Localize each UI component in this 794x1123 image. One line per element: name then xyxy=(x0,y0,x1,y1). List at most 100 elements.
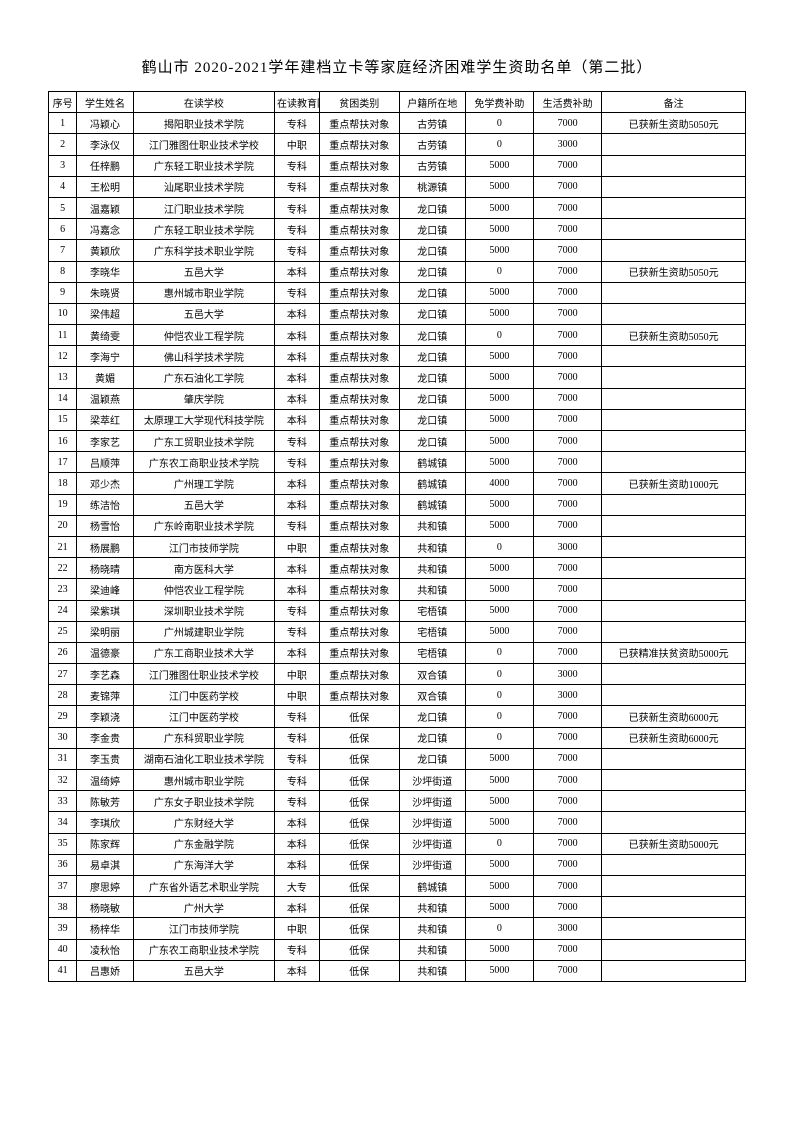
table-cell xyxy=(602,197,746,218)
table-cell: 5000 xyxy=(465,791,533,812)
table-cell: 广州大学 xyxy=(133,897,274,918)
table-cell: 1 xyxy=(49,113,77,134)
table-cell: 广东石油化工学院 xyxy=(133,367,274,388)
table-cell: 5000 xyxy=(465,558,533,579)
table-cell: 冯颖心 xyxy=(77,113,134,134)
table-cell xyxy=(602,685,746,706)
table-row: 4王松明汕尾职业技术学院专科重点帮扶对象桃源镇50007000 xyxy=(49,176,746,197)
table-cell: 34 xyxy=(49,812,77,833)
table-cell: 低保 xyxy=(319,875,399,896)
table-cell: 梁迪峰 xyxy=(77,579,134,600)
table-cell: 杨晓敏 xyxy=(77,897,134,918)
table-cell: 江门雅图仕职业技术学校 xyxy=(133,664,274,685)
table-cell: 本科 xyxy=(275,960,320,981)
table-cell: 本科 xyxy=(275,346,320,367)
table-cell: 李琪欣 xyxy=(77,812,134,833)
table-row: 35陈家辉广东金融学院本科低保沙坪街道07000已获新生资助5000元 xyxy=(49,833,746,854)
table-row: 24梁紫琪深圳职业技术学院专科重点帮扶对象宅梧镇50007000 xyxy=(49,600,746,621)
table-cell xyxy=(602,748,746,769)
table-cell: 已获新生资助5050元 xyxy=(602,261,746,282)
table-cell: 专科 xyxy=(275,748,320,769)
table-cell: 广东科贸职业学院 xyxy=(133,727,274,748)
table-cell: 7000 xyxy=(534,494,602,515)
table-row: 12李海宁佛山科学技术学院本科重点帮扶对象龙口镇50007000 xyxy=(49,346,746,367)
table-cell: 20 xyxy=(49,515,77,536)
table-cell: 低保 xyxy=(319,960,399,981)
table-cell: 5000 xyxy=(465,219,533,240)
table-cell: 7000 xyxy=(534,346,602,367)
table-row: 19练洁怡五邑大学本科重点帮扶对象鹤城镇50007000 xyxy=(49,494,746,515)
table-cell: 24 xyxy=(49,600,77,621)
table-cell: 双合镇 xyxy=(399,685,465,706)
table-cell: 0 xyxy=(465,706,533,727)
table-cell xyxy=(602,536,746,557)
table-cell: 5000 xyxy=(465,346,533,367)
table-cell: 重点帮扶对象 xyxy=(319,515,399,536)
table-cell: 黄绮雯 xyxy=(77,325,134,346)
table-cell: 本科 xyxy=(275,558,320,579)
table-cell: 0 xyxy=(465,261,533,282)
table-cell: 本科 xyxy=(275,261,320,282)
table-row: 39杨梓华江门市技师学院中职低保共和镇03000 xyxy=(49,918,746,939)
table-cell: 重点帮扶对象 xyxy=(319,579,399,600)
table-cell xyxy=(602,282,746,303)
table-cell: 重点帮扶对象 xyxy=(319,664,399,685)
table-cell: 惠州城市职业学院 xyxy=(133,770,274,791)
table-row: 31李玉贵湖南石油化工职业技术学院专科低保龙口镇50007000 xyxy=(49,748,746,769)
table-cell: 7000 xyxy=(534,452,602,473)
table-cell xyxy=(602,897,746,918)
table-cell: 低保 xyxy=(319,854,399,875)
table-cell: 麦锦萍 xyxy=(77,685,134,706)
table-row: 28麦锦萍江门中医药学校中职重点帮扶对象双合镇03000 xyxy=(49,685,746,706)
table-cell xyxy=(602,155,746,176)
table-cell: 低保 xyxy=(319,812,399,833)
table-cell: 38 xyxy=(49,897,77,918)
table-cell: 专科 xyxy=(275,282,320,303)
table-cell: 32 xyxy=(49,770,77,791)
table-cell: 4 xyxy=(49,176,77,197)
table-cell xyxy=(602,367,746,388)
table-cell: 杨晓晴 xyxy=(77,558,134,579)
table-cell: 5000 xyxy=(465,770,533,791)
table-cell: 黄颖欣 xyxy=(77,240,134,261)
table-cell: 惠州城市职业学院 xyxy=(133,282,274,303)
table-cell: 27 xyxy=(49,664,77,685)
table-cell: 温德豪 xyxy=(77,642,134,663)
table-cell: 5000 xyxy=(465,155,533,176)
table-cell: 31 xyxy=(49,748,77,769)
table-cell: 0 xyxy=(465,664,533,685)
table-cell: 五邑大学 xyxy=(133,494,274,515)
table-cell: 广东财经大学 xyxy=(133,812,274,833)
table-cell: 0 xyxy=(465,685,533,706)
table-row: 13黄媚广东石油化工学院本科重点帮扶对象龙口镇50007000 xyxy=(49,367,746,388)
table-cell: 本科 xyxy=(275,494,320,515)
table-cell: 低保 xyxy=(319,897,399,918)
table-cell: 7000 xyxy=(534,388,602,409)
table-cell: 3000 xyxy=(534,685,602,706)
table-cell: 7 xyxy=(49,240,77,261)
table-cell: 中职 xyxy=(275,134,320,155)
table-cell: 李玉贵 xyxy=(77,748,134,769)
table-row: 41吕惠娇五邑大学本科低保共和镇50007000 xyxy=(49,960,746,981)
table-cell: 陈敏芳 xyxy=(77,791,134,812)
table-cell: 0 xyxy=(465,727,533,748)
table-cell: 7000 xyxy=(534,473,602,494)
table-cell: 广东工商职业技术大学 xyxy=(133,642,274,663)
table-cell: 李家艺 xyxy=(77,431,134,452)
table-cell: 五邑大学 xyxy=(133,960,274,981)
table-cell: 鹤城镇 xyxy=(399,473,465,494)
table-cell: 37 xyxy=(49,875,77,896)
table-cell: 中职 xyxy=(275,664,320,685)
table-cell xyxy=(602,875,746,896)
table-cell: 36 xyxy=(49,854,77,875)
table-cell: 40 xyxy=(49,939,77,960)
table-cell: 35 xyxy=(49,833,77,854)
table-cell: 0 xyxy=(465,642,533,663)
table-cell: 7000 xyxy=(534,791,602,812)
table-cell: 6 xyxy=(49,219,77,240)
table-cell: 8 xyxy=(49,261,77,282)
col-living-subsidy: 生活费补助 xyxy=(534,92,602,113)
table-row: 17吕顺萍广东农工商职业技术学院专科重点帮扶对象鹤城镇50007000 xyxy=(49,452,746,473)
table-cell xyxy=(602,579,746,600)
table-cell: 7000 xyxy=(534,897,602,918)
